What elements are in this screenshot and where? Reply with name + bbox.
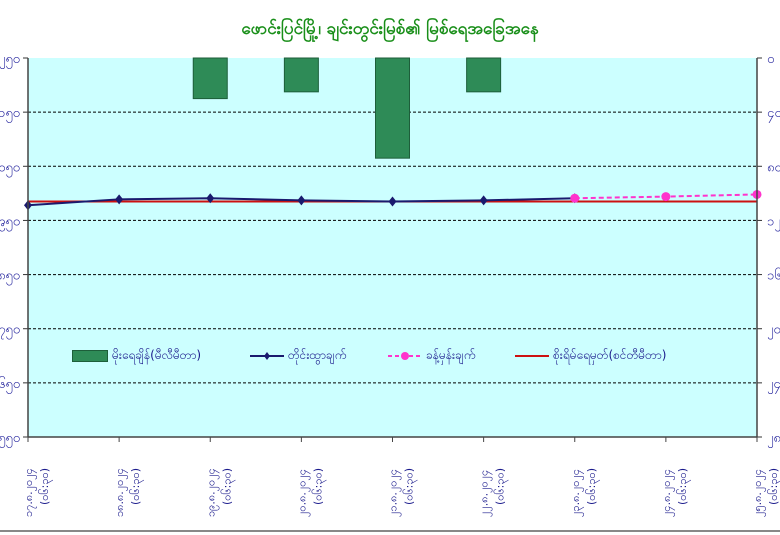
x-tick-label: ၁၇.၈.၂၀၂၄ bbox=[22, 468, 37, 517]
rainfall-bar bbox=[375, 57, 410, 159]
legend-item-forecast: ခန့်မှန်းချက် bbox=[388, 347, 475, 365]
rainfall-bar bbox=[466, 57, 502, 93]
x-tick-label: ၂၂.၈.၂၀၂၄ bbox=[478, 470, 493, 517]
left-tick-label: ၁၁၅၅၀ bbox=[0, 431, 20, 448]
x-tick-label-group: ၁၈.၈.၂၀၂၄ (၀၆:၃၀) bbox=[113, 468, 144, 517]
left-tick-label: ၁၂၂၅၀ bbox=[0, 52, 20, 69]
left-tick-label: ၁၁၆၅၀ bbox=[0, 376, 20, 394]
x-tick-time: (၀၆:၃၀) bbox=[220, 468, 235, 505]
x-tick-label: ၂၁.၈.၂၀၂၄ bbox=[387, 469, 402, 517]
x-tick-label-group: ၂၄.၈.၂၀၂၄ (၀၆:၃၀) bbox=[660, 468, 691, 517]
legend-swatch-danger bbox=[515, 355, 549, 357]
legend-swatch-dashed bbox=[388, 352, 422, 360]
right-tick-label: ၁၆၀ bbox=[767, 268, 780, 284]
x-tick-label-group: ၂၁.၈.၂၀၂၄ (၀၆:၃၀) bbox=[387, 468, 418, 517]
forecast-point bbox=[661, 192, 671, 202]
left-tick-label: ၁၂၁၅၀ bbox=[0, 106, 20, 123]
left-tick-label: ၁၁၈၅၀ bbox=[0, 269, 20, 286]
legend-label: စိုးရိမ်ရေမှတ်(စင်တီမီတာ) bbox=[553, 348, 667, 362]
left-tick-label: ၁၁၉၅၀ bbox=[0, 214, 20, 231]
x-tick-label: ၂၅.၈.၂၀၂၄ bbox=[751, 469, 766, 517]
x-tick-label: ၁၈.၈.၂၀၂၄ bbox=[113, 468, 128, 517]
observed-point bbox=[479, 195, 488, 206]
x-tick-label: ၂၀.၈.၂၀၂၄ bbox=[295, 469, 310, 517]
x-tick-time: (၀၆:၃၀) bbox=[767, 468, 780, 505]
legend-swatch-line bbox=[250, 352, 284, 360]
right-tick-label: ၁၂၀ bbox=[767, 214, 780, 231]
right-tick-label: ၂၄၀ bbox=[767, 377, 780, 394]
right-tick-label: ၂၀၀ bbox=[767, 323, 780, 340]
left-tick-label: ၁၂၀၅၀ bbox=[0, 160, 20, 177]
legend-item-observed: တိုင်းထွာချက် bbox=[250, 347, 346, 365]
rainfall-bar bbox=[192, 57, 228, 100]
chart-title: ဖောင်းပြင်မြို့၊ ချင်းတွင်းမြစ်၏ မြစ်ရေအ… bbox=[241, 19, 539, 39]
x-tick-label: ၂၄.၈.၂၀၂၄ bbox=[660, 469, 675, 517]
right-tick-label: ၀ bbox=[767, 52, 774, 67]
left-tick-label: ၁၁၇၅၀ bbox=[0, 323, 20, 340]
observed-point bbox=[206, 193, 215, 204]
rainfall-bar bbox=[283, 57, 319, 93]
legend-label: မိုးရေချိန်(မီလီမီတာ) bbox=[112, 348, 202, 362]
x-tick-label-group: ၂၅.၈.၂၀၂၄ (၀၆:၃၀) bbox=[751, 468, 780, 517]
x-tick-label-group: ၂၂.၈.၂၀၂၄ (၀၆:၃၀) bbox=[478, 468, 509, 517]
observed-point bbox=[115, 194, 124, 205]
x-tick-label: ၁၉.၈.၂၀၂၄ bbox=[204, 468, 219, 517]
x-tick-time: (၀၆:၃၀) bbox=[585, 468, 600, 505]
x-tick-label-group: ၂၀.၈.၂၀၂၄ (၀၆:၃၀) bbox=[295, 468, 326, 517]
legend-item-rainfall: မိုးရေချိန်(မီလီမီတာ) bbox=[72, 347, 201, 365]
legend-item-danger: စိုးရိမ်ရေမှတ်(စင်တီမီတာ) bbox=[515, 347, 666, 365]
observed-point bbox=[388, 196, 397, 207]
x-tick-time: (၀၆:၃၀) bbox=[494, 468, 509, 505]
legend-label: ခန့်မှန်းချက် bbox=[426, 348, 476, 362]
x-tick-label-group: ၁၉.၈.၂၀၂၄ (၀၆:၃၀) bbox=[204, 468, 235, 517]
x-tick-label: ၂၃.၈.၂၀၂၄ bbox=[569, 469, 584, 517]
right-tick-label: ၄၀ bbox=[767, 106, 780, 123]
frame-border bbox=[0, 530, 780, 532]
x-tick-time: (၀၆:၃၀) bbox=[129, 468, 144, 505]
legend-swatch-bar bbox=[72, 350, 108, 362]
right-tick-label: ၈၀ bbox=[767, 160, 780, 175]
forecast-point bbox=[570, 193, 580, 203]
x-tick-time: (၀၆:၃၀) bbox=[403, 468, 418, 505]
legend-label: တိုင်းထွာချက် bbox=[288, 348, 347, 362]
x-tick-time: (၀၆:၃၀) bbox=[676, 468, 691, 505]
x-tick-label-group: ၂၃.၈.၂၀၂၄ (၀၆:၃၀) bbox=[569, 468, 600, 517]
x-tick-time: (၀၆:၃၀) bbox=[311, 468, 326, 505]
x-tick-time: (၀၆:၃၀) bbox=[38, 468, 53, 505]
observed-point bbox=[297, 195, 306, 206]
x-tick-label-group: ၁၇.၈.၂၀၂၄ (၀၆:၃၀) bbox=[22, 468, 53, 517]
right-tick-label: ၂၈၀ bbox=[767, 431, 780, 448]
